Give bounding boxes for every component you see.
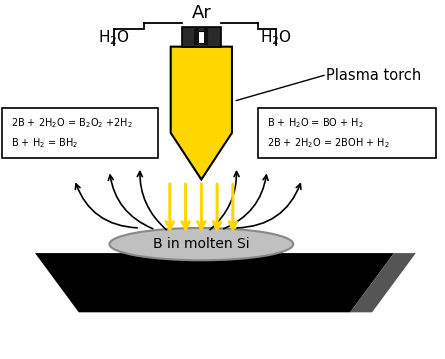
Ellipse shape (109, 228, 293, 260)
Bar (194, 27, 198, 45)
Text: B + H$_2$ = BH$_2$: B + H$_2$ = BH$_2$ (11, 136, 78, 150)
Text: H$_2$O: H$_2$O (260, 28, 292, 47)
Text: 2B + 2H$_2$O = 2BOH + H$_2$: 2B + 2H$_2$O = 2BOH + H$_2$ (267, 136, 390, 150)
Polygon shape (350, 253, 416, 312)
FancyBboxPatch shape (2, 108, 158, 158)
Text: Ar: Ar (191, 4, 211, 22)
Bar (204, 27, 208, 45)
Text: H$_2$O: H$_2$O (98, 28, 130, 47)
Text: 2B + 2H$_2$O = B$_2$O$_2$ +2H$_2$: 2B + 2H$_2$O = B$_2$O$_2$ +2H$_2$ (11, 117, 133, 130)
Polygon shape (171, 47, 232, 180)
Bar (196, 31, 207, 43)
Bar (182, 27, 221, 47)
Text: B in molten Si: B in molten Si (153, 237, 250, 251)
Text: Plasma torch: Plasma torch (326, 68, 421, 83)
Text: B + H$_2$O = BO + H$_2$: B + H$_2$O = BO + H$_2$ (267, 117, 364, 130)
FancyBboxPatch shape (258, 108, 436, 158)
Polygon shape (35, 253, 394, 312)
